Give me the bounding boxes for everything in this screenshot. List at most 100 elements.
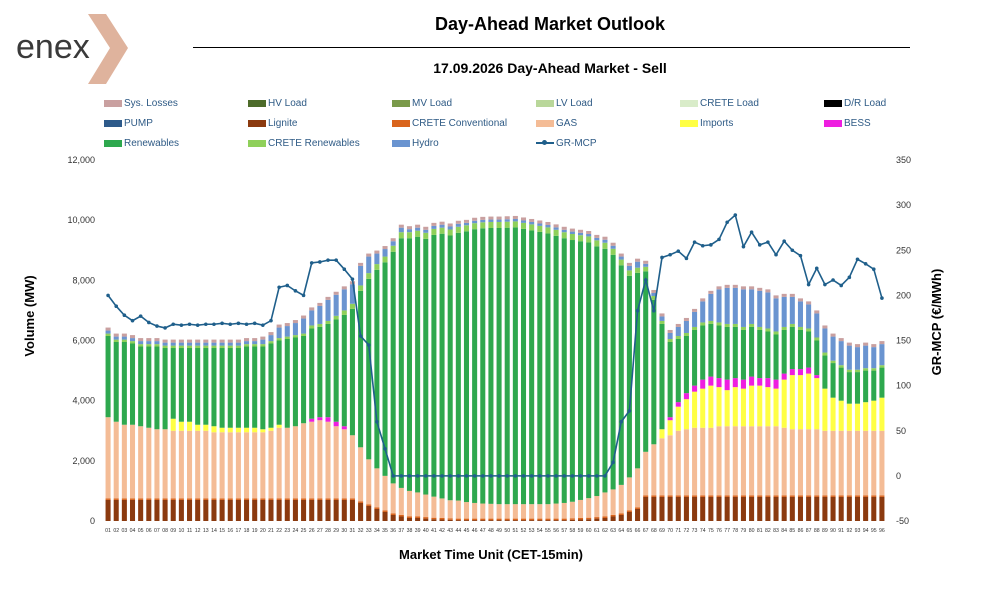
bar-segment-sys-losses [724, 284, 730, 288]
gr-mcp-point [285, 283, 290, 288]
gr-mcp-point [554, 474, 558, 478]
bar-segment-gas [129, 424, 136, 499]
x-tick-label: 11 [187, 528, 192, 534]
bar-segment-crete-conventional [814, 495, 820, 497]
gr-mcp-point [130, 318, 135, 323]
bar-segment-renewables [268, 343, 274, 428]
bar-segment-imports [252, 427, 258, 433]
bar-segment-crete-renewables [309, 325, 315, 329]
bar-segment-renewables [846, 372, 852, 404]
gr-mcp-point [464, 474, 469, 478]
bar-segment-gas [879, 430, 885, 496]
bar-segment-crete-conventional [797, 495, 803, 497]
bar-segment-lignite [708, 496, 714, 521]
bar-segment-bess [773, 379, 779, 389]
bar-segment-bess [814, 375, 820, 379]
bar-segment-gas [439, 498, 445, 518]
y-tick-label: 8,000 [72, 275, 95, 285]
bar-segment-crete-renewables [724, 323, 730, 327]
bar-segment-hydro [814, 313, 820, 338]
bar-segment-sys-losses [488, 216, 494, 220]
bar-segment-sys-losses [529, 218, 535, 222]
bar-segment-imports [846, 403, 852, 431]
bar-segment-crete-renewables [578, 235, 584, 242]
bar-segment-crete-conventional [406, 516, 412, 518]
bar-segment-hydro [178, 342, 184, 346]
bar-segment-sys-losses [284, 323, 290, 327]
bar-segment-crete-renewables [659, 320, 665, 324]
gr-mcp-point [578, 474, 583, 478]
bar-segment-crete-renewables [618, 259, 624, 266]
gr-mcp-point [798, 253, 803, 258]
bar-segment-imports [854, 403, 861, 431]
bar-segment-lignite [154, 499, 160, 521]
x-tick-label: 77 [724, 528, 730, 534]
bar-segment-crete-renewables [594, 240, 600, 247]
bar-segment-lignite [227, 499, 233, 521]
bar-segment-imports [879, 397, 885, 431]
x-tick-label: 04 [130, 528, 136, 534]
gr-mcp-point [700, 243, 705, 248]
bar-segment-crete-conventional [358, 501, 364, 503]
bar-segment-renewables [480, 228, 486, 504]
bar-segment-sys-losses [358, 262, 364, 266]
bar-segment-lignite [390, 514, 396, 521]
chart-legend: Sys. Losses HV Load MV Load LV Load CRETE Lo… [104, 98, 904, 158]
legend-swatch [248, 139, 266, 147]
bar-segment-hydro [512, 218, 518, 222]
bar-segment-hydro [789, 296, 795, 324]
bar-segment-gas [578, 499, 584, 518]
bar-segment-sys-losses [659, 313, 665, 317]
bar-segment-hydro [879, 344, 885, 366]
bar-segment-hydro [692, 311, 698, 327]
bar-segment-lignite [830, 496, 836, 521]
legend-item-crete-renewables: CRETE Renewables [248, 138, 360, 149]
legend-item-imports: Imports [680, 118, 733, 129]
bar-segment-lignite [700, 496, 706, 521]
bar-segment-lignite [129, 499, 136, 521]
x-tick-label: 30 [341, 528, 347, 534]
y2-tick-label: 0 [896, 471, 901, 481]
bar-segment-crete-conventional [301, 498, 307, 500]
bar-segment-renewables [569, 240, 575, 502]
bar-segment-imports [692, 391, 698, 428]
x-tick-label: 84 [781, 528, 787, 534]
bar-segment-crete-conventional [260, 498, 266, 500]
gr-mcp-point [505, 474, 510, 478]
bar-segment-crete-renewables [586, 236, 592, 243]
bar-segment-lignite [284, 499, 290, 521]
bar-segment-lignite [211, 499, 217, 521]
bar-segment-renewables [439, 233, 445, 499]
x-tick-label: 74 [700, 528, 706, 534]
gr-mcp-point [261, 323, 265, 327]
x-tick-label: 56 [553, 528, 559, 534]
bar-segment-hydro [219, 342, 225, 346]
x-axis-title: Market Time Unit (CET-15min) [399, 547, 583, 562]
bar-segment-hydro [252, 341, 258, 345]
bar-segment-hydro [569, 231, 575, 235]
bar-segment-crete-conventional [496, 518, 502, 521]
bar-segment-gas [398, 487, 404, 515]
bar-segment-gas [146, 427, 152, 499]
legend-swatch [392, 139, 410, 147]
bar-segment-sys-losses [545, 221, 551, 225]
bar-segment-lignite [757, 496, 763, 521]
bar-segment-sys-losses [472, 217, 478, 221]
y-tick-label: 12,000 [67, 155, 95, 165]
bar-segment-sys-losses [333, 291, 339, 295]
bar-segment-crete-conventional [643, 495, 649, 497]
bar-segment-gas [227, 432, 233, 499]
bar-segment-crete-renewables [284, 336, 290, 339]
bar-segment-gas [358, 447, 364, 502]
bar-segment-gas [203, 430, 209, 499]
x-tick-label: 39 [415, 528, 421, 534]
bar-segment-sys-losses [423, 226, 429, 230]
bar-segment-renewables [586, 242, 592, 499]
bar-segment-crete-renewables [846, 369, 852, 373]
bar-segment-hydro [390, 241, 396, 246]
bar-segment-sys-losses [578, 229, 584, 233]
bar-segment-renewables [520, 228, 527, 505]
bar-segment-crete-conventional [480, 518, 486, 521]
bar-segment-sys-losses [415, 224, 421, 228]
bar-segment-imports [268, 427, 274, 431]
